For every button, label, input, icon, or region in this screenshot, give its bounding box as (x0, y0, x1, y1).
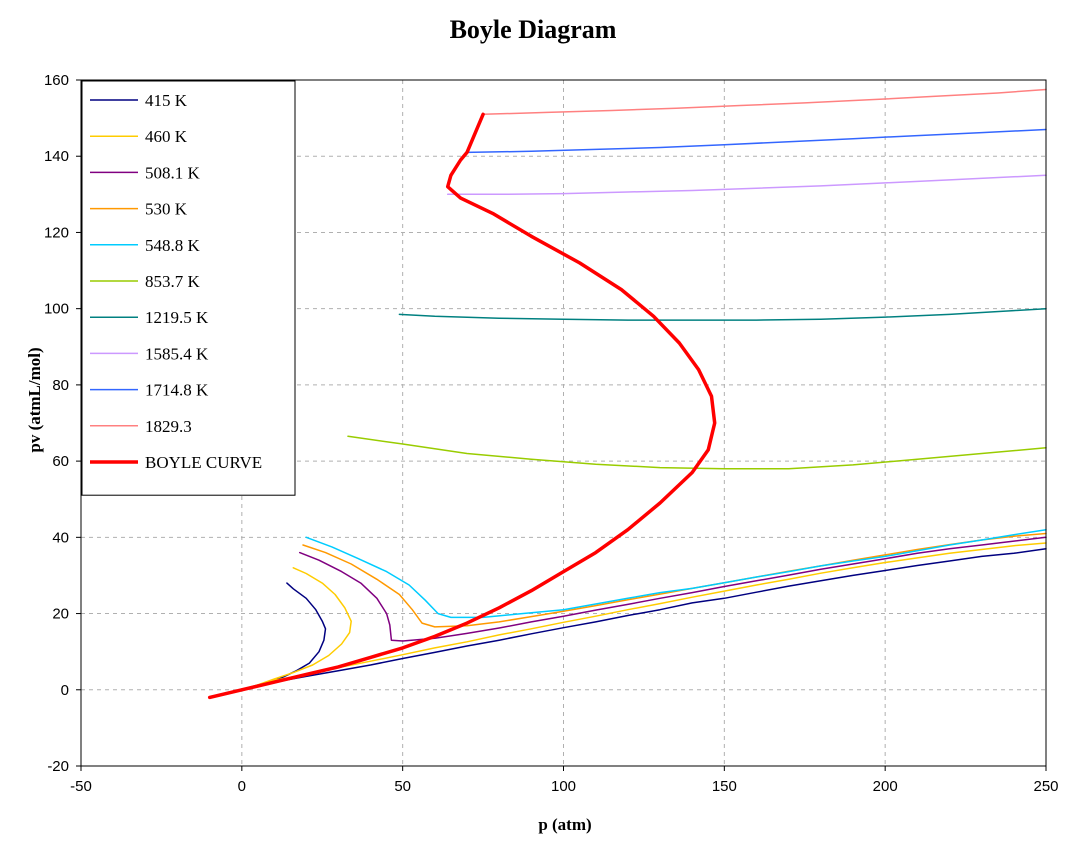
legend-label: 508.1 K (145, 163, 201, 182)
legend-label: 1585.4 K (145, 344, 209, 363)
x-tick-label: 50 (394, 778, 411, 795)
legend-label: 1219.5 K (145, 308, 209, 327)
y-axis-label: pv (atmL/mol) (25, 347, 44, 452)
legend-label: 548.8 K (145, 236, 201, 255)
legend-label: 530 K (145, 200, 188, 219)
x-tick-label: 250 (1033, 778, 1058, 795)
x-axis-label: p (atm) (538, 815, 591, 834)
series-line-460-k (241, 542, 1047, 691)
legend-label: 1829.3 (145, 417, 192, 436)
series-line-1585-4-k (446, 174, 1047, 196)
legend-label: 853.7 K (145, 272, 201, 291)
legend-label: 415 K (145, 91, 188, 110)
series-line-415-k (241, 548, 1047, 691)
x-tick-label: -50 (70, 778, 92, 795)
y-tick-label: 60 (52, 453, 69, 470)
legend: 415 K 460 K 508.1 K 530 K 548.8 K 853.7 K 1219… (81, 80, 296, 496)
y-tick-label: -20 (47, 758, 69, 775)
y-tick-label: 20 (52, 606, 69, 623)
x-tick-label: 200 (873, 778, 898, 795)
series-line-1219-5-k (398, 307, 1047, 321)
series-line-548-8-k (305, 528, 1047, 619)
legend-label: 1714.8 K (145, 381, 209, 400)
chart-title: Boyle Diagram (450, 15, 617, 44)
y-tick-label: 100 (44, 301, 69, 318)
series-line-530-k (302, 532, 1047, 628)
x-tick-label: 150 (712, 778, 737, 795)
legend-label: 460 K (145, 127, 188, 146)
series-line-853-7-k (347, 435, 1047, 470)
x-tick-label: 0 (238, 778, 246, 795)
series-line-boyle-curve (207, 112, 717, 700)
series-lines (207, 88, 1047, 700)
series-line-1829-3 (482, 88, 1047, 116)
y-tick-label: 80 (52, 377, 69, 394)
y-tick-label: 0 (61, 682, 69, 699)
series-line-1714-8-k (466, 128, 1047, 154)
y-tick-label: 140 (44, 148, 69, 165)
y-tick-label: 40 (52, 529, 69, 546)
series-line-508-1-k (298, 536, 1047, 642)
y-tick-label: 120 (44, 224, 69, 241)
y-tick-label: 160 (44, 72, 69, 89)
x-tick-label: 100 (551, 778, 576, 795)
legend-label: BOYLE CURVE (145, 453, 262, 472)
axis-ticks: -50 0 50 100 150 200 250 -20 0 20 40 60 80 100 120 140 1… (44, 72, 1059, 795)
